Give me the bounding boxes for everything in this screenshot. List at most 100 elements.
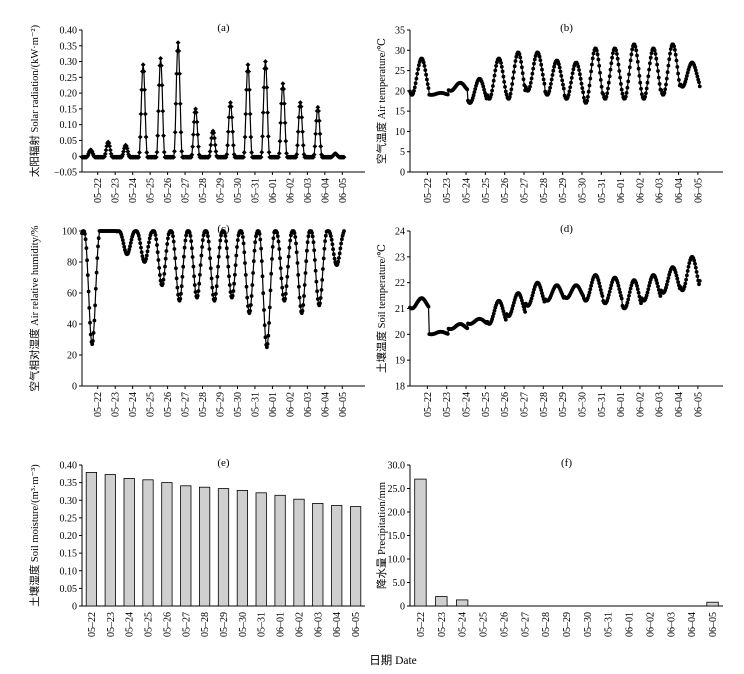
ytick-label-c: 20	[67, 351, 77, 362]
data-point-c	[257, 232, 262, 236]
data-point-a	[159, 82, 165, 88]
data-point-a	[318, 143, 324, 149]
data-point-b	[567, 89, 572, 94]
data-point-c	[263, 335, 268, 340]
data-point-c	[260, 274, 265, 279]
data-point-b	[503, 85, 507, 89]
data-point-a	[124, 146, 130, 151]
data-point-b	[482, 87, 486, 92]
data-point-c	[92, 318, 97, 323]
data-point-b	[589, 69, 593, 74]
xtick-label-b: 05–27	[519, 178, 530, 203]
data-point-d	[600, 294, 605, 298]
data-point-b	[625, 85, 630, 90]
data-point-b	[657, 82, 662, 86]
data-point-c	[305, 248, 309, 253]
data-point-d	[589, 283, 593, 288]
data-point-b	[465, 87, 470, 92]
xtick-label-f: 05–28	[541, 612, 552, 637]
data-point-d	[648, 280, 652, 285]
data-point-c	[338, 246, 343, 251]
data-point-b	[519, 60, 523, 64]
data-point-c	[313, 268, 318, 273]
bar-f	[706, 601, 719, 607]
data-point-b	[638, 80, 643, 85]
ylabel-a: 太阳辐射 Solar radiation/(kW·m⁻²)	[28, 24, 41, 177]
data-point-a	[173, 101, 179, 107]
data-point-a	[121, 149, 126, 154]
data-point-d	[665, 279, 670, 284]
data-point-c	[146, 244, 151, 249]
data-point-d	[658, 294, 663, 298]
data-point-a	[209, 135, 214, 141]
data-point-a	[315, 104, 321, 110]
data-point-b	[569, 76, 574, 80]
data-point-b	[643, 94, 647, 99]
ytick-label-d: 19	[395, 356, 405, 367]
data-point-b	[587, 83, 592, 88]
data-point-c	[241, 241, 246, 246]
data-point-c	[217, 245, 222, 250]
ytick-label-f: 25.0	[388, 484, 406, 495]
data-point-c	[249, 294, 254, 298]
data-point-a	[260, 110, 266, 115]
data-point-d	[673, 270, 678, 275]
ytick-label-e: 0.40	[60, 461, 78, 472]
data-point-c	[243, 273, 248, 277]
data-point-d	[639, 301, 643, 306]
data-point-a	[244, 87, 249, 93]
data-point-c	[286, 264, 290, 269]
xtick-label-e: 05–31	[257, 612, 268, 637]
data-point-d	[694, 270, 699, 274]
data-point-b	[614, 48, 618, 53]
data-point-c	[191, 264, 196, 269]
data-point-c	[137, 237, 142, 241]
xtick-label-b: 05–31	[597, 178, 608, 203]
data-point-d	[617, 287, 622, 291]
data-point-a	[174, 71, 180, 77]
data-point-c	[277, 247, 282, 251]
ytick-label-a: 0.10	[60, 120, 78, 131]
data-point-b	[491, 78, 496, 83]
data-point-b	[629, 52, 634, 57]
data-point-a	[261, 85, 267, 90]
data-point-b	[413, 81, 418, 86]
data-point-d	[674, 273, 679, 278]
data-point-a	[211, 130, 217, 136]
data-point-b	[646, 74, 651, 79]
data-point-a	[86, 151, 91, 157]
data-point-c	[252, 248, 257, 253]
data-point-b	[577, 68, 581, 72]
data-point-c	[315, 289, 319, 294]
data-point-c	[270, 257, 274, 261]
xtick-label-b: 05–28	[539, 178, 550, 203]
xtick-label-f: 06–05	[708, 612, 719, 637]
data-point-b	[507, 95, 512, 99]
data-point-b	[626, 79, 631, 84]
data-point-a	[263, 66, 269, 71]
data-point-b	[634, 48, 639, 53]
data-point-c	[129, 237, 134, 242]
data-point-a	[194, 119, 200, 125]
data-point-a	[103, 147, 109, 153]
data-point-c	[190, 246, 194, 251]
data-point-c	[83, 232, 87, 236]
data-point-a	[283, 138, 289, 144]
data-point-a	[138, 111, 144, 117]
data-point-d	[530, 293, 535, 298]
data-point-d	[627, 290, 632, 294]
ytick-label-d: 22	[395, 278, 405, 289]
data-point-c	[216, 254, 221, 259]
ytick-label-e: 0.05	[60, 584, 78, 595]
data-point-c	[271, 236, 276, 241]
data-point-a	[248, 134, 254, 140]
data-point-a	[195, 132, 201, 138]
data-point-b	[606, 86, 610, 91]
data-point-b	[425, 82, 430, 86]
data-point-b	[694, 71, 699, 76]
xtick-label-d: 05–27	[519, 392, 530, 417]
data-point-c	[196, 289, 201, 293]
data-point-c	[222, 230, 227, 235]
data-point-b	[509, 87, 514, 92]
data-point-c	[342, 229, 346, 233]
